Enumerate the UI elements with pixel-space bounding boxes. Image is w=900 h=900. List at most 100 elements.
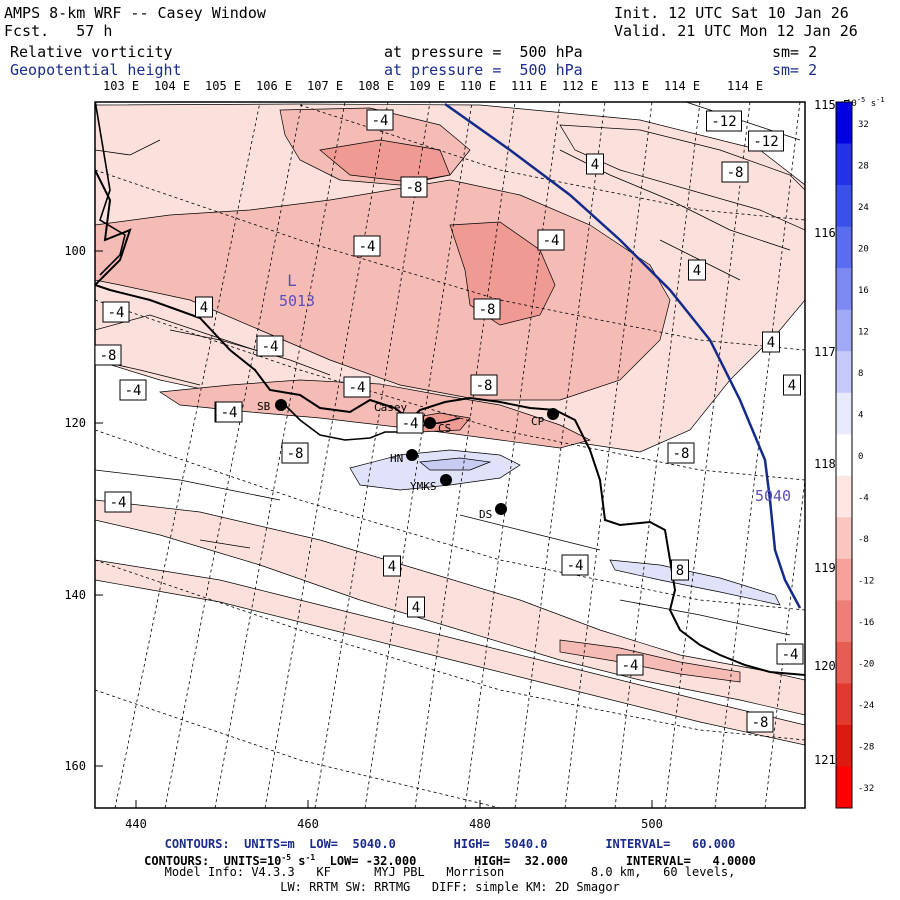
field1-smooth: sm= 2 — [772, 43, 818, 61]
y-axis-labels: 100 120 140 160 — [64, 244, 86, 773]
vorticity-label-box — [667, 442, 695, 464]
station-label: CP — [531, 415, 545, 428]
height-contour-5040 — [444, 102, 802, 609]
ice-shelf-edge — [95, 102, 126, 276]
low-marker: L — [287, 271, 297, 290]
map-grid — [95, 102, 805, 808]
vorticity-label-box — [586, 153, 604, 175]
colorbar-segment — [836, 600, 852, 643]
colorbar-label: -20 — [858, 660, 874, 670]
vorticity-label-box — [366, 109, 394, 131]
vorticity-label-box — [195, 296, 213, 318]
colorbar-segment — [836, 351, 852, 394]
colorbar-segment — [836, 185, 852, 228]
lon-label-top: 107 E — [307, 79, 343, 93]
vorticity-label: -4 — [108, 305, 125, 321]
colorbar-label: 16 — [858, 286, 869, 296]
colorbar: 32 28 24 20 16 12 8 4 0 -4 -8 -12 -16 -20 -24 -28 -32 — [835, 101, 874, 809]
vorticity-label-box — [119, 379, 147, 401]
vorticity-strip-south — [559, 639, 741, 683]
vorticity-label-box — [537, 229, 565, 251]
vorticity-label-box — [343, 376, 371, 398]
colorbar-segment — [836, 226, 852, 269]
vorticity-label: -8 — [100, 348, 117, 364]
footer-physics: LW: RRTM SW: RRTMG DIFF: simple KM: 2D S… — [280, 880, 620, 894]
vorticity-label-box — [281, 442, 309, 464]
valid-time: Valid. 21 UTC Mon 12 Jan 26 — [614, 22, 858, 40]
colorbar-segment — [836, 143, 852, 186]
vorticity-label-box — [400, 176, 428, 198]
vorticity-label-box — [748, 130, 784, 152]
y-tick-label: 160 — [64, 759, 86, 773]
colorbar-label: -8 — [858, 535, 869, 545]
vorticity-band-south — [95, 559, 805, 746]
vorticity-label-box — [353, 235, 381, 257]
vorticity-label-box — [256, 335, 284, 357]
vorticity-label-box — [215, 401, 243, 423]
vorticity-label-box — [407, 596, 425, 618]
footer-contours-vorticity: CONTOURS: UNITS=10-5 s-1 LOW= -32.000 HI… — [144, 853, 756, 868]
station-marker — [275, 399, 287, 411]
y-tick-label: 120 — [64, 416, 86, 430]
colorbar-segment — [836, 434, 852, 477]
x-tick-label: 440 — [125, 817, 147, 831]
vorticity-label: 8 — [676, 563, 684, 579]
colorbar-label: -4 — [858, 494, 869, 504]
colorbar-segment — [836, 309, 852, 352]
lon-label-top: 109 E — [409, 79, 445, 93]
vorticity-label-box — [94, 344, 122, 366]
vorticity-label-box — [396, 412, 424, 434]
lon-label-top: 106 E — [256, 79, 292, 93]
colorbar-segment — [836, 558, 852, 601]
colorbar-label: 24 — [858, 203, 869, 213]
lon-labels-top: 103 E 104 E 105 E 106 E 107 E 108 E 109 E 110 E… — [103, 79, 763, 93]
vorticity-label: -8 — [673, 446, 690, 462]
model-title: AMPS 8-km WRF -- Casey Window — [4, 4, 266, 22]
colorbar-segment — [836, 268, 852, 311]
colorbar-segment — [836, 641, 852, 684]
colorbar-label: -24 — [858, 701, 874, 711]
vorticity-labels: -4 -8 -12 4 -12 -8 -4 -4 -8 4 -4 4 -8 -4 4 -4 -8 -4 -4 -8 -8… — [94, 109, 804, 733]
field1-name: Relative vorticity — [10, 43, 173, 61]
vorticity-label: -8 — [406, 180, 423, 196]
vorticity-label: -4 — [622, 658, 639, 674]
colorbar-label: 8 — [858, 369, 863, 379]
lon-label-top: 105 E — [205, 79, 241, 93]
axis-ticks — [95, 250, 653, 808]
colorbar-segment — [836, 102, 852, 145]
station-label: HN — [390, 452, 403, 465]
field2-name: Geopotential height — [10, 61, 182, 79]
station-label: YMKS — [410, 480, 437, 493]
vorticity-label: 4 — [693, 263, 701, 279]
colorbar-segment — [836, 683, 852, 726]
vorticity-label-box — [473, 298, 501, 320]
station-label: DS — [479, 508, 492, 521]
station-marker — [440, 474, 452, 486]
station-marker — [424, 417, 436, 429]
vorticity-label: -12 — [711, 114, 736, 130]
lon-label-top: 114 E — [664, 79, 700, 93]
vorticity-label: -4 — [782, 647, 799, 663]
x-tick-label: 480 — [469, 817, 491, 831]
vorticity-label: -4 — [567, 558, 584, 574]
vorticity-label: -8 — [727, 165, 744, 181]
colorbar-label: 20 — [858, 244, 869, 254]
vorticity-positive-core — [419, 457, 492, 471]
colorbar-segment — [836, 724, 852, 767]
vorticity-label-box — [383, 555, 401, 577]
vorticity-label-box — [762, 331, 780, 353]
field1-level: at pressure = 500 hPa — [384, 43, 583, 61]
station-marker — [495, 503, 507, 515]
vorticity-label-box — [104, 491, 132, 513]
x-axis-labels: 440 460 480 500 — [125, 817, 663, 831]
vorticity-label: 4 — [788, 378, 796, 394]
stations: SB Casey CS CP HN YMKS DS — [257, 399, 559, 521]
lon-label-top: 114 E — [727, 79, 763, 93]
forecast-hour: Fcst. 57 h — [4, 22, 113, 40]
field2-level: at pressure = 500 hPa — [384, 61, 583, 79]
colorbar-segment — [836, 392, 852, 435]
vorticity-label: -4 — [359, 239, 376, 255]
station-marker — [406, 449, 418, 461]
init-time: Init. 12 UTC Sat 10 Jan 26 — [614, 4, 849, 22]
